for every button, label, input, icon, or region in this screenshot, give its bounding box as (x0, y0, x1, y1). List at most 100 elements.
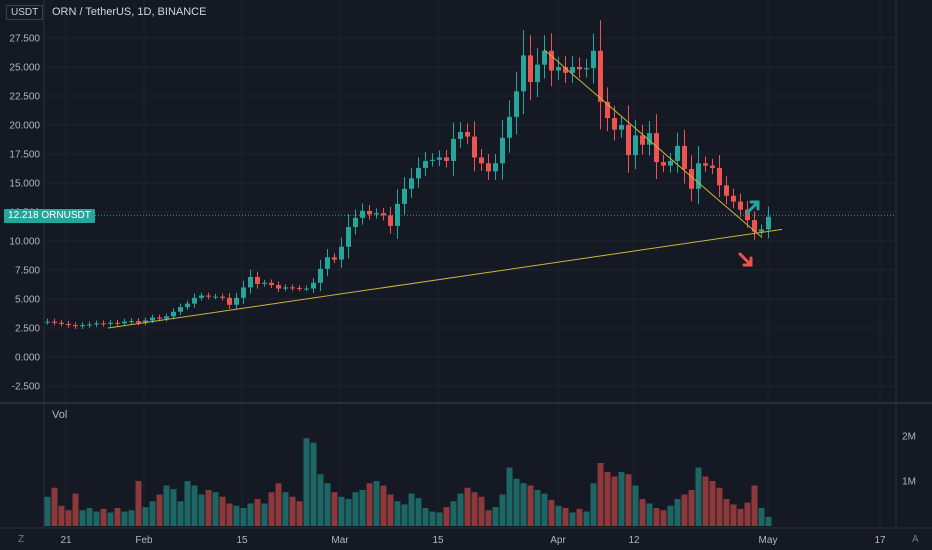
volume-bar (345, 499, 352, 526)
volume-bar (331, 492, 338, 526)
candle-body (269, 282, 274, 286)
candle-body (87, 324, 92, 326)
volume-bar (604, 472, 611, 526)
candle-body (717, 167, 722, 186)
candle-body (255, 276, 260, 284)
volume-bar (170, 489, 177, 526)
volume-bar (415, 498, 422, 526)
volume-bar (184, 481, 191, 526)
candle-body (766, 216, 771, 230)
volume-bar (597, 463, 604, 526)
auto-scale-button[interactable]: A (912, 534, 919, 545)
y-tick-label: 7.500 (15, 266, 40, 277)
volume-bar (380, 485, 387, 526)
candle-body (493, 163, 498, 172)
candle-body (311, 282, 316, 289)
candle-body (241, 287, 246, 298)
y-tick-label: 17.500 (9, 150, 40, 161)
volume-bar (548, 499, 555, 526)
candle-body (570, 67, 575, 73)
candle-body (283, 287, 288, 289)
candle-body (325, 257, 330, 269)
volume-bar (716, 487, 723, 526)
volume-bar (667, 505, 674, 526)
candle-body (318, 268, 323, 283)
candle-body (598, 50, 603, 102)
candle-body (185, 303, 190, 308)
candle-body (73, 325, 78, 327)
candle-body (276, 285, 281, 289)
volume-bar (240, 508, 247, 526)
candle-body (696, 163, 701, 189)
volume-bar (142, 507, 149, 526)
x-tick-label: 15 (236, 535, 248, 546)
volume-bar (282, 492, 289, 526)
volume-bar (128, 510, 135, 526)
volume-bar (639, 499, 646, 526)
volume-bar (625, 474, 632, 526)
support-trendline (107, 228, 783, 329)
volume-bar (387, 494, 394, 526)
volume-bar (583, 511, 590, 526)
volume-bar (254, 499, 261, 526)
candle-body (654, 133, 659, 163)
volume-bar (520, 483, 527, 526)
candle-body (332, 257, 337, 260)
candle-body (360, 210, 365, 218)
candle-body (556, 67, 561, 71)
candle-body (59, 322, 64, 324)
volume-bar (51, 487, 58, 526)
x-tick-label: May (759, 535, 778, 546)
volume-bar (555, 505, 562, 526)
volume-bar (352, 492, 359, 526)
candle-body (220, 296, 225, 298)
candle-body (500, 137, 505, 164)
volume-bar (751, 485, 758, 526)
candle-body (164, 316, 169, 319)
candle-body (94, 323, 99, 325)
candle-body (129, 321, 134, 323)
volume-bar (541, 493, 548, 526)
volume-bar (569, 512, 576, 526)
volume-tick-label: 2M (902, 432, 916, 443)
volume-bar (79, 510, 86, 526)
x-tick-label: 17 (874, 535, 886, 546)
candle-body (584, 68, 589, 70)
volume-bar (247, 503, 254, 526)
candle-body (738, 201, 743, 210)
up-arrow-icon (745, 200, 760, 215)
volume-bar (177, 501, 184, 526)
volume-bar (765, 517, 772, 526)
candle-body (605, 101, 610, 119)
candle-body (52, 321, 57, 323)
volume-bar (723, 499, 730, 526)
candle-body (458, 131, 463, 139)
volume-bar (401, 504, 408, 526)
volume-bar (660, 510, 667, 526)
volume-bar (744, 502, 751, 526)
y-tick-label: 25.000 (9, 63, 40, 74)
timezone-icon[interactable]: Z (18, 534, 25, 545)
candle-body (192, 297, 197, 304)
volume-bar (527, 485, 534, 526)
last-price-tag: 12.218 ORNUSDT (4, 209, 95, 223)
candle-body (542, 50, 547, 65)
y-tick-label: 5.000 (15, 295, 40, 306)
volume-bar (198, 494, 205, 526)
volume-bar (44, 496, 51, 526)
currency-tag[interactable]: USDT (6, 5, 44, 20)
candle-body (479, 157, 484, 164)
volume-bar (394, 501, 401, 526)
candle-body (108, 322, 113, 324)
candle-body (339, 246, 344, 260)
volume-bar (758, 508, 765, 526)
volume-bar (464, 487, 471, 526)
candle-body (514, 91, 519, 117)
last-price-ticker: ORNUSDT (41, 210, 91, 221)
candle-body (430, 159, 435, 161)
y-tick-label: 27.500 (9, 34, 40, 45)
candle-body (668, 160, 673, 166)
volume-bar (72, 493, 79, 526)
candle-body (626, 125, 631, 156)
